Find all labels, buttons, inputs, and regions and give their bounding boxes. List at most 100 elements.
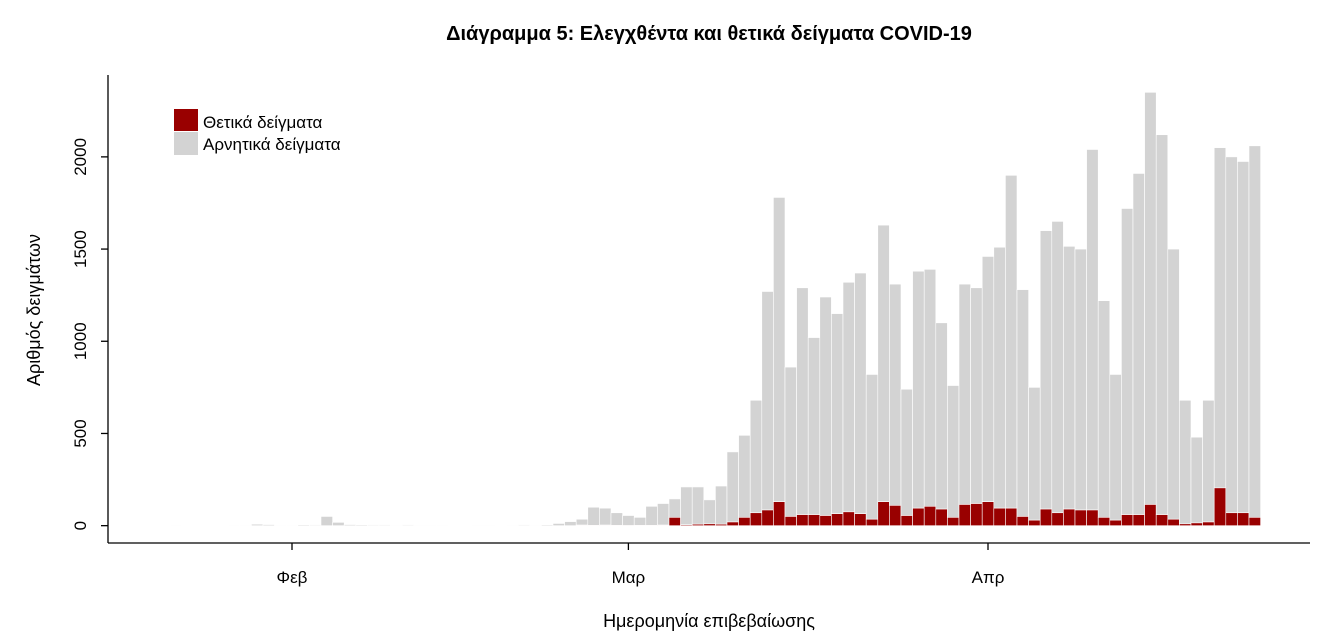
- bar-negative-04-18: [1179, 399, 1192, 525]
- bar-negative-03-07: [691, 486, 705, 525]
- bar-positive-03-25: [900, 515, 913, 526]
- bar-negative-03-31: [970, 287, 983, 504]
- bar-positive-04-01: [981, 501, 995, 526]
- bar-positive-04-06: [1039, 508, 1053, 526]
- bar-positive-04-08: [1063, 508, 1076, 526]
- bar-negative-03-17: [807, 337, 821, 515]
- bar-negative-03-19: [831, 313, 844, 514]
- bar-negative-03-10: [726, 451, 739, 523]
- bar-negative-03-25: [900, 388, 913, 516]
- bar-negative-02-10: [390, 524, 403, 526]
- bar-negative-04-22: [1225, 156, 1238, 514]
- bar-negative-03-26: [912, 270, 925, 509]
- y-tick-label: 0: [71, 521, 90, 530]
- bar-positive-03-27: [923, 506, 937, 526]
- y-axis-label: Αριθμός δειγμάτων: [24, 234, 44, 386]
- bar-positive-04-12: [1109, 519, 1122, 526]
- bar-positive-04-02: [993, 507, 1006, 526]
- bar-negative-02-04: [320, 516, 333, 526]
- bar-negative-02-18: [483, 524, 496, 526]
- bar-negative-04-12: [1109, 374, 1122, 521]
- bar-negative-02-02: [297, 524, 310, 526]
- bar-negative-03-29: [947, 385, 960, 518]
- bar-positive-02-26: [575, 524, 589, 526]
- bar-negative-02-20: [506, 524, 519, 526]
- bars-group: [169, 92, 1261, 526]
- bar-positive-04-07: [1051, 512, 1064, 526]
- x-axis-ticks: Φεβ Μαρ Απρ: [277, 543, 1005, 587]
- bar-positive-03-19: [831, 513, 844, 526]
- bar-negative-01-27: [227, 524, 241, 526]
- bar-positive-02-28: [599, 524, 612, 526]
- bar-negative-03-09: [715, 485, 728, 525]
- bar-negative-01-31: [274, 524, 287, 526]
- bar-negative-02-25: [564, 521, 577, 526]
- bar-negative-04-16: [1155, 134, 1169, 515]
- bar-negative-02-08: [367, 524, 380, 526]
- bar-positive-03-08: [703, 523, 716, 526]
- bar-negative-03-30: [958, 283, 971, 505]
- bar-negative-04-21: [1213, 147, 1227, 489]
- bar-negative-02-27: [587, 506, 600, 526]
- bar-positive-03-13: [761, 509, 774, 526]
- bar-negative-03-18: [819, 296, 832, 516]
- x-tick-label: Απρ: [972, 568, 1005, 587]
- bar-negative-03-05: [668, 498, 681, 518]
- bar-negative-02-24: [552, 523, 565, 526]
- bar-negative-03-12: [749, 399, 763, 514]
- bar-negative-03-01: [622, 515, 635, 526]
- bar-positive-04-14: [1132, 514, 1145, 526]
- y-axis-ticks: 0 500 1000 1500 2000: [71, 138, 108, 530]
- bar-positive-03-11: [738, 517, 751, 526]
- bar-negative-04-03: [1005, 175, 1018, 509]
- bar-negative-01-30: [262, 524, 275, 526]
- bar-positive-03-30: [958, 504, 971, 526]
- bar-positive-03-10: [726, 521, 739, 526]
- bar-positive-03-28: [935, 508, 948, 526]
- bar-negative-02-06: [343, 524, 357, 526]
- legend-label-positive: Θετικά δείγματα: [203, 113, 323, 132]
- bar-negative-02-07: [355, 524, 368, 526]
- y-tick-label: 1500: [71, 230, 90, 268]
- bar-positive-04-23: [1237, 512, 1250, 526]
- bar-positive-04-20: [1202, 521, 1215, 526]
- bar-positive-03-04: [657, 524, 670, 526]
- bar-negative-03-24: [889, 283, 902, 506]
- bar-positive-03-26: [912, 507, 925, 526]
- bar-negative-04-14: [1132, 173, 1145, 515]
- y-tick-label: 500: [71, 419, 90, 447]
- bar-positive-03-20: [842, 511, 855, 526]
- bar-negative-03-23: [877, 224, 890, 502]
- bar-negative-03-11: [738, 435, 751, 518]
- bar-negative-04-05: [1028, 387, 1041, 521]
- bar-positive-03-15: [784, 516, 797, 526]
- bar-negative-03-02: [633, 517, 647, 526]
- x-tick-label: Φεβ: [277, 568, 308, 587]
- bar-positive-04-18: [1179, 523, 1192, 526]
- bar-positive-03-29: [947, 517, 960, 526]
- bar-negative-03-06: [680, 486, 693, 526]
- y-tick-label: 1000: [71, 322, 90, 360]
- bar-negative-02-28: [599, 507, 612, 526]
- bar-negative-02-03: [309, 524, 322, 526]
- bar-negative-04-01: [981, 256, 995, 502]
- bar-positive-03-12: [749, 512, 763, 526]
- bar-positive-03-31: [970, 503, 983, 526]
- bar-positive-04-10: [1086, 509, 1099, 526]
- bar-positive-04-03: [1005, 507, 1018, 526]
- bar-negative-03-27: [923, 269, 937, 507]
- bar-positive-03-07: [691, 523, 705, 526]
- bar-negative-04-08: [1063, 246, 1076, 510]
- bar-positive-04-09: [1074, 509, 1087, 526]
- bar-negative-03-22: [865, 374, 879, 520]
- bar-negative-02-26: [575, 518, 589, 526]
- bar-positive-04-19: [1190, 522, 1203, 526]
- bar-positive-04-04: [1016, 516, 1029, 526]
- bar-negative-02-13: [425, 524, 438, 526]
- chart-title: Διάγραμμα 5: Ελεγχθέντα και θετικά δείγμ…: [446, 23, 972, 45]
- bar-negative-04-07: [1051, 221, 1064, 514]
- bar-negative-03-15: [784, 366, 797, 517]
- bar-positive-03-23: [877, 501, 890, 526]
- bar-negative-04-02: [993, 246, 1006, 509]
